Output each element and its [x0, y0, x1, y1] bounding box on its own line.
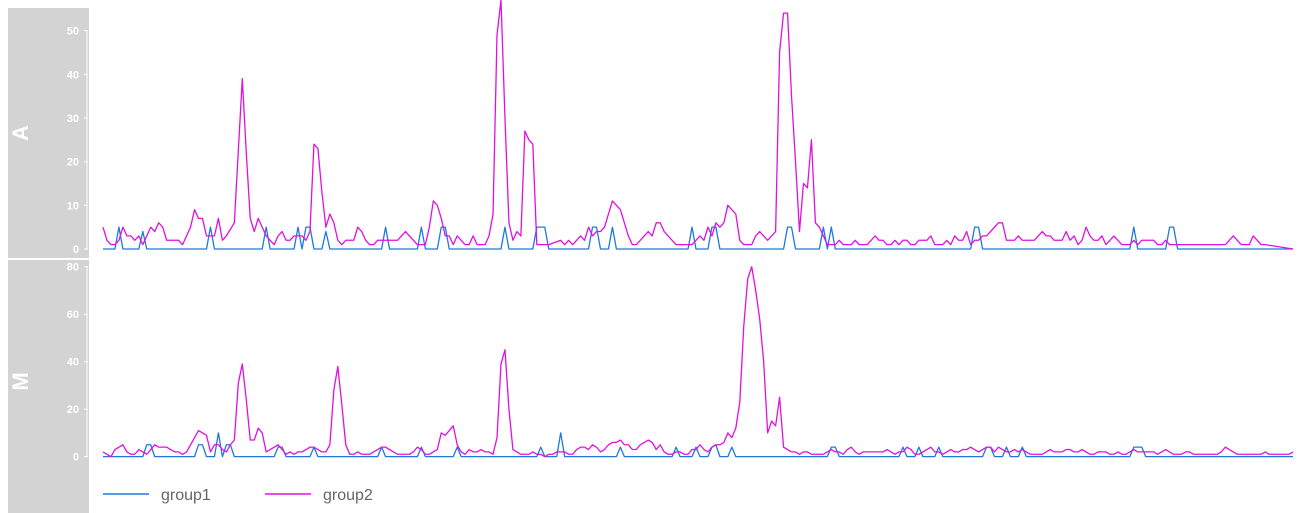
legend-label-group1: group1	[161, 487, 211, 504]
y-tick-label: 20	[67, 404, 79, 416]
panel-strip	[8, 8, 89, 258]
panel-label: M	[8, 372, 33, 390]
y-tick-label: 50	[67, 26, 79, 38]
y-tick-label: 40	[67, 357, 79, 369]
y-tick-label: 20	[67, 157, 79, 169]
series-line-group1	[103, 432, 1293, 458]
panel-m: M 0 20 40 60 80	[8, 260, 1294, 513]
y-tick-label: 0	[73, 244, 79, 256]
legend-label-group2: group2	[323, 487, 373, 504]
panel-label: A	[8, 125, 33, 141]
series-line-group2	[102, 266, 1294, 458]
y-tick-label: 10	[67, 200, 79, 212]
panels-layer: A 0 10 20 30 40 50 M 0 20 40 60 80	[8, 0, 1294, 513]
legend: group1 group2	[103, 487, 373, 504]
y-tick-label: 0	[73, 452, 79, 464]
series-line-group1	[103, 226, 1293, 250]
y-tick-label: 80	[67, 262, 79, 274]
panel-a: A 0 10 20 30 40 50	[8, 0, 1294, 258]
y-tick-label: 60	[67, 309, 79, 321]
y-tick-label: 40	[67, 69, 79, 81]
series-line-group2	[102, 0, 1294, 250]
y-tick-label: 30	[67, 113, 79, 125]
panel-strip	[8, 260, 89, 513]
